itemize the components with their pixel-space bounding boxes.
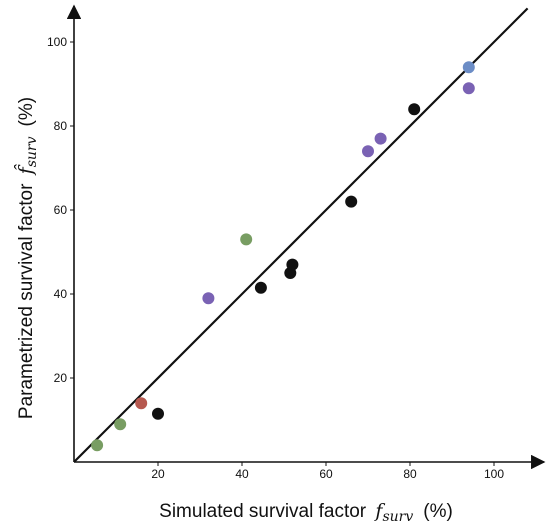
data-point-blue: [462, 61, 475, 74]
x-tick-label: 40: [235, 467, 249, 481]
y-axis-title-prefix: Parametrized survival factor: [16, 183, 37, 419]
y-tick-label: 20: [54, 371, 68, 385]
data-point-purple: [362, 145, 374, 158]
y-tick-label: 100: [47, 35, 67, 49]
y-tick-label: 40: [54, 287, 68, 301]
data-point-green: [240, 233, 253, 246]
data-point-red: [135, 397, 148, 410]
data-point-green: [114, 418, 127, 431]
y-ticks: 20 40 60 80 100: [47, 35, 74, 385]
x-axis-title-unit: (%): [423, 501, 453, 522]
data-point-black: [345, 195, 358, 208]
y-axis-title-unit: (%): [16, 97, 37, 127]
identity-line: [73, 7, 529, 463]
y-tick-label: 60: [54, 203, 68, 217]
x-axis-title-var: f: [373, 500, 385, 522]
y-axis-title-sub: surv: [24, 136, 40, 167]
data-points: [91, 61, 475, 452]
data-point-purple: [202, 292, 215, 305]
x-axis-title-prefix: Simulated survival factor: [159, 501, 367, 522]
x-tick-label: 100: [484, 467, 504, 481]
data-point-black: [408, 103, 421, 116]
data-point-black: [152, 407, 164, 420]
data-point-black: [286, 258, 299, 271]
data-point-purple: [374, 132, 387, 145]
data-point-green: [91, 439, 104, 452]
y-tick-label: 80: [54, 119, 68, 133]
x-tick-label: 60: [319, 467, 333, 481]
y-axis-title: Parametrized survival factor f̂surv(%): [14, 97, 40, 419]
x-tick-label: 80: [403, 467, 417, 481]
x-axis-title: Simulated survival factor fsurv (%): [159, 500, 453, 525]
data-point-black: [254, 281, 267, 294]
data-point-purple: [462, 82, 475, 95]
x-ticks: 20 40 60 80 100: [151, 462, 504, 481]
x-tick-label: 20: [151, 467, 165, 481]
x-axis-title-sub: surv: [382, 509, 413, 525]
plot-area: 20 40 60 80 100 20 40 60 80 100: [47, 4, 546, 481]
